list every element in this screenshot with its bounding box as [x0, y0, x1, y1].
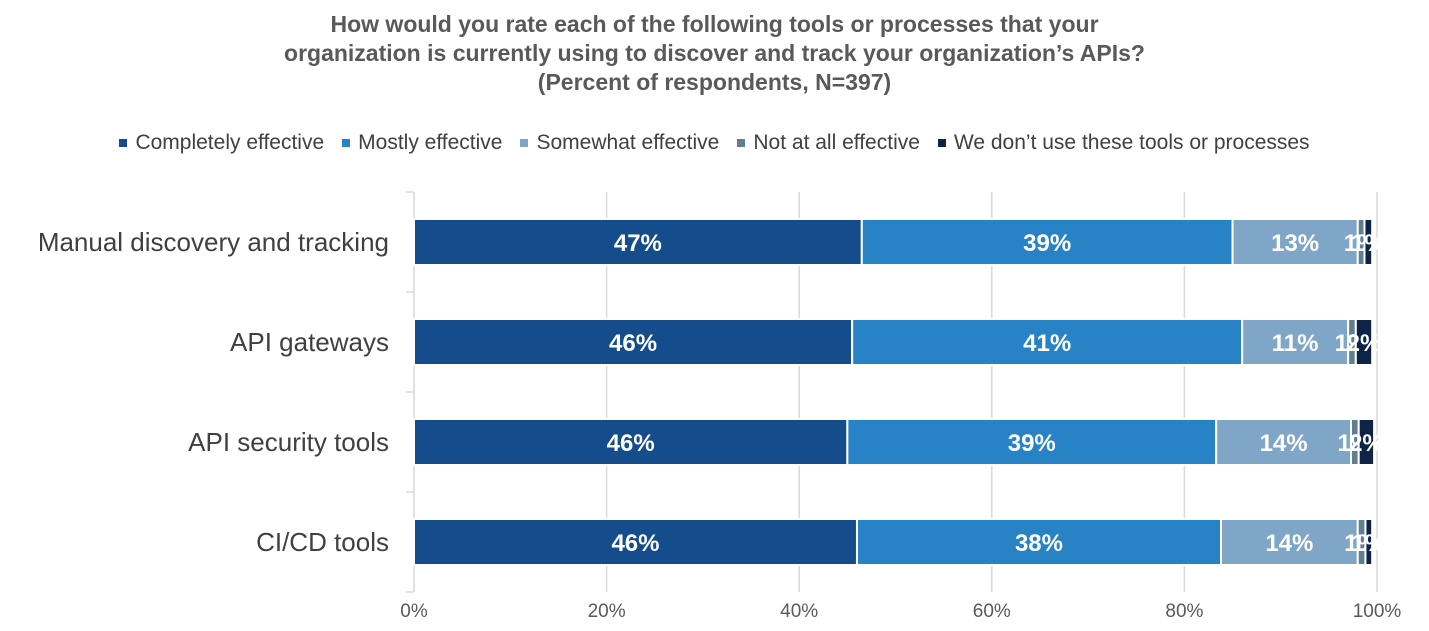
- legend-label-3: Somewhat effective: [536, 131, 720, 154]
- bar-3-5: [1357, 418, 1376, 466]
- bar-2-3: [1241, 318, 1350, 366]
- legend-label-4: Not at all effective: [753, 131, 920, 154]
- legend-label-5: We don’t use these tools or processes: [953, 131, 1310, 154]
- bar-label-3-5: 2%: [1349, 430, 1384, 457]
- legend-swatch-4: [737, 139, 746, 147]
- x-tick-label-3: 40%: [780, 601, 818, 622]
- bar-2-1: [413, 318, 854, 366]
- category-label-1: Manual discovery and tracking: [38, 227, 389, 257]
- bar-3-2: [846, 418, 1218, 466]
- bar-3-3: [1215, 418, 1352, 466]
- legend-item-1: Completely effective: [119, 131, 324, 155]
- chart-title-line-3: (Percent of respondents, N=397): [537, 69, 892, 95]
- chart-title-line-2: organization is currently using to disco…: [284, 40, 1145, 66]
- bar-4-2: [855, 518, 1222, 566]
- bar-label-3-3: 14%: [1260, 430, 1308, 457]
- x-tick-label-5: 80%: [1165, 601, 1203, 622]
- category-label-2: API gateways: [230, 327, 389, 357]
- legend-item-3: Somewhat effective: [520, 131, 719, 155]
- bar-label-4-3: 14%: [1265, 530, 1313, 557]
- bar-label-4-2: 38%: [1015, 530, 1063, 557]
- x-tick-label-2: 20%: [588, 601, 626, 622]
- bar-label-1-5: 1%: [1351, 230, 1386, 257]
- bar-label-2-5: 2%: [1347, 330, 1382, 357]
- x-tick-label-1: 0%: [400, 601, 428, 622]
- category-label-3: API security tools: [188, 427, 389, 457]
- bar-label-2-2: 41%: [1023, 330, 1071, 357]
- chart-title-line-1: How would you rate each of the following…: [330, 11, 1099, 37]
- legend-item-2: Mostly effective: [342, 131, 502, 155]
- x-tick-label-6: 100%: [1353, 601, 1402, 622]
- bar-label-1-2: 39%: [1023, 230, 1071, 257]
- bar-label-3-1: 46%: [607, 430, 655, 457]
- chart-title: How would you rate each of the following…: [0, 10, 1429, 97]
- bar-label-2-1: 46%: [609, 330, 657, 357]
- bar-1-5: [1363, 218, 1374, 266]
- legend-item-4: Not at all effective: [737, 131, 920, 155]
- bar-2-5: [1354, 318, 1374, 366]
- legend-swatch-5: [937, 139, 946, 147]
- legend-swatch-1: [119, 139, 128, 147]
- bar-label-4-1: 46%: [611, 530, 659, 557]
- legend-label-2: Mostly effective: [358, 131, 503, 154]
- bar-label-1-3: 13%: [1271, 230, 1319, 257]
- bar-label-1-1: 47%: [614, 230, 662, 257]
- chart-legend: Completely effective Mostly effective Some…: [0, 131, 1429, 155]
- category-label-4: CI/CD tools: [256, 527, 389, 557]
- bar-label-2-3: 11%: [1272, 330, 1319, 357]
- legend-swatch-2: [342, 139, 351, 147]
- bar-3-1: [413, 418, 849, 466]
- legend-swatch-3: [520, 139, 529, 147]
- bar-2-2: [851, 318, 1244, 366]
- legend-item-5: We don’t use these tools or processes: [937, 131, 1310, 155]
- bar-4-1: [413, 518, 858, 566]
- x-tick-label-4: 60%: [973, 601, 1011, 622]
- bar-label-4-5: 1%: [1351, 530, 1386, 557]
- legend-label-1: Completely effective: [135, 131, 325, 154]
- bar-4-5: [1364, 518, 1374, 566]
- bar-label-3-2: 39%: [1008, 430, 1056, 457]
